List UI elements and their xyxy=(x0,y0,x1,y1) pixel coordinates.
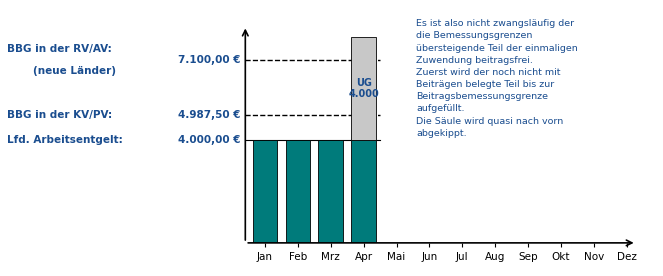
Text: Lfd. Arbeitsentgelt:: Lfd. Arbeitsentgelt: xyxy=(7,135,123,145)
Bar xyxy=(286,140,310,243)
Text: UG
4.000: UG 4.000 xyxy=(348,78,379,99)
Bar xyxy=(351,37,376,140)
Text: BBG in der RV/AV:: BBG in der RV/AV: xyxy=(7,44,111,54)
Text: 7.100,00 €: 7.100,00 € xyxy=(178,55,240,65)
Text: 4.000,00 €: 4.000,00 € xyxy=(178,135,240,145)
Text: (neue Länder): (neue Länder) xyxy=(33,66,116,76)
Text: 4.987,50 €: 4.987,50 € xyxy=(178,110,240,120)
Bar xyxy=(351,140,376,243)
Bar xyxy=(253,140,277,243)
Text: BBG in der KV/PV:: BBG in der KV/PV: xyxy=(7,110,112,120)
Text: Es ist also nicht zwangsläufig der
die Bemessungsgrenzen
übersteigende Teil der : Es ist also nicht zwangsläufig der die B… xyxy=(416,19,578,138)
Bar xyxy=(318,140,343,243)
